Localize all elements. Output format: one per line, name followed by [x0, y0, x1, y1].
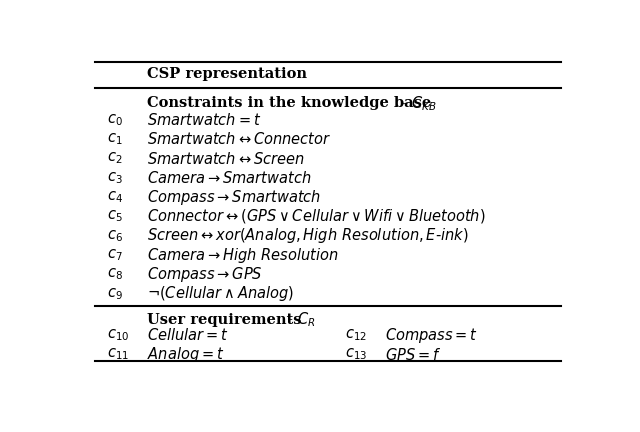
Text: - $C_{KB}$: - $C_{KB}$ [397, 94, 437, 113]
Text: $c_6$: $c_6$ [108, 228, 123, 244]
Text: $GPS = f$: $GPS = f$ [385, 346, 442, 362]
Text: $c_9$: $c_9$ [108, 286, 123, 302]
Text: CSP representation: CSP representation [147, 67, 307, 82]
Text: $c_{13}$: $c_{13}$ [346, 347, 367, 362]
Text: $c_5$: $c_5$ [108, 209, 123, 224]
Text: $\neg(Cellular \wedge Analog)$: $\neg(Cellular \wedge Analog)$ [147, 284, 294, 303]
Text: $Screen \leftrightarrow xor(Analog, High\ Resolution, E\text{-}ink)$: $Screen \leftrightarrow xor(Analog, High… [147, 226, 468, 245]
Text: - $C_R$: - $C_R$ [284, 310, 316, 329]
Text: $Compass \rightarrow Smartwatch$: $Compass \rightarrow Smartwatch$ [147, 187, 321, 206]
Text: $c_3$: $c_3$ [108, 170, 123, 186]
Text: $Cellular = t$: $Cellular = t$ [147, 327, 228, 343]
Text: $c_8$: $c_8$ [108, 267, 123, 282]
Text: User requirements: User requirements [147, 313, 301, 327]
Text: $Camera \rightarrow High\ Resolution$: $Camera \rightarrow High\ Resolution$ [147, 245, 339, 264]
Text: $Smartwatch \leftrightarrow Connector$: $Smartwatch \leftrightarrow Connector$ [147, 131, 332, 147]
Text: $Connector \leftrightarrow (GPS \vee Cellular \vee Wifi \vee Bluetooth)$: $Connector \leftrightarrow (GPS \vee Cel… [147, 207, 486, 226]
Text: $c_{12}$: $c_{12}$ [346, 327, 367, 343]
Text: $c_1$: $c_1$ [108, 131, 123, 147]
Text: $c_4$: $c_4$ [108, 189, 124, 205]
Text: $c_{11}$: $c_{11}$ [108, 347, 129, 362]
Text: $c_2$: $c_2$ [108, 151, 123, 166]
Text: $Compass \rightarrow GPS$: $Compass \rightarrow GPS$ [147, 265, 263, 284]
Text: $c_0$: $c_0$ [108, 112, 123, 128]
Text: $Analog = t$: $Analog = t$ [147, 345, 225, 364]
Text: $Smartwatch \leftrightarrow Screen$: $Smartwatch \leftrightarrow Screen$ [147, 151, 305, 167]
Text: $Compass = t$: $Compass = t$ [385, 326, 478, 345]
Text: Constraints in the knowledge base: Constraints in the knowledge base [147, 96, 431, 111]
Text: $Smartwatch = t$: $Smartwatch = t$ [147, 112, 261, 128]
Text: $Camera \rightarrow Smartwatch$: $Camera \rightarrow Smartwatch$ [147, 170, 312, 186]
Text: $c_{10}$: $c_{10}$ [108, 327, 129, 343]
Text: $c_7$: $c_7$ [108, 247, 123, 263]
